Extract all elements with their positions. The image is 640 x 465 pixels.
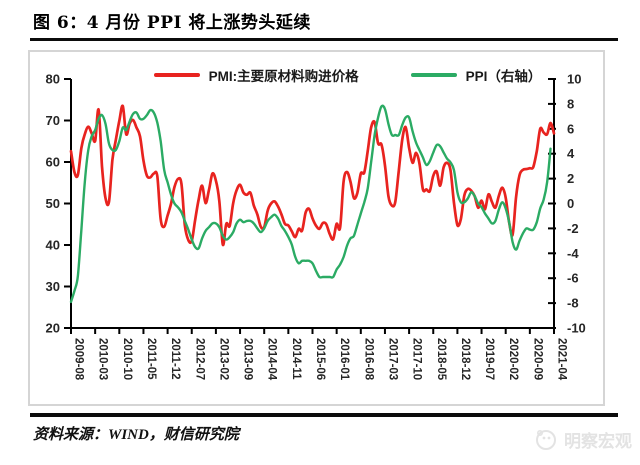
ppi-line — [69, 104, 552, 304]
x-axis-tick-label: 2009-08 — [73, 338, 85, 381]
source-note: 资料来源：WIND，财信研究院 — [33, 427, 239, 443]
x-axis-tick-label: 2013-09 — [242, 338, 254, 380]
x-axis-tick-label: 2016-08 — [362, 338, 374, 381]
left-axis-tick-label: 60 — [46, 155, 60, 170]
watermark-logo-icon — [536, 430, 556, 450]
right-axis-tick-label: 10 — [567, 72, 581, 87]
x-axis-tick-label: 2014-11 — [290, 338, 302, 380]
x-axis-tick-label: 2015-06 — [314, 338, 326, 380]
legend-label-ppi: PPI（右轴） — [465, 69, 542, 84]
left-axis-tick-label: 30 — [46, 279, 60, 294]
legend-item-ppi: PPI（右轴） — [410, 65, 542, 85]
left-axis-tick-label: 80 — [46, 72, 60, 87]
right-axis-tick-label: -8 — [567, 296, 579, 311]
legend-label-pmi: PMI:主要原材料购进价格 — [208, 69, 359, 84]
x-axis-tick-label: 2014-04 — [266, 338, 278, 381]
x-axis-tick-label: 2018-05 — [435, 338, 447, 381]
x-axis-tick-label: 2017-10 — [411, 338, 423, 380]
x-axis-tick-label: 2010-10 — [121, 338, 133, 380]
x-axis-tick-label: 2021-04 — [556, 338, 568, 381]
left-axis-tick-label: 20 — [46, 321, 60, 336]
x-axis-tick-label: 2010-03 — [97, 338, 109, 380]
right-axis-tick-label: -6 — [567, 271, 579, 286]
footer-divider — [30, 413, 618, 417]
pmi-line — [69, 104, 556, 247]
x-axis-tick-label: 2020-09 — [531, 338, 543, 380]
right-axis-tick-label: -2 — [567, 221, 579, 236]
pmi-line-swatch — [153, 73, 200, 77]
x-axis-tick-label: 2020-02 — [507, 338, 519, 380]
left-axis-tick-label: 50 — [46, 196, 60, 211]
right-axis-tick-label: 8 — [567, 96, 574, 111]
x-axis-tick-label: 2013-02 — [217, 338, 229, 380]
watermark: 明察宏观 — [533, 426, 632, 452]
x-axis-tick-label: 2016-01 — [338, 338, 350, 381]
right-axis-tick-label: 6 — [567, 121, 574, 136]
x-axis-tick-label: 2018-12 — [459, 338, 471, 380]
x-axis-tick-label: 2017-03 — [386, 338, 398, 380]
x-axis-tick-label: 2011-05 — [145, 338, 157, 380]
ppi-line-swatch — [410, 73, 457, 77]
right-axis-tick-label: 4 — [567, 146, 575, 161]
watermark-text: 明察宏观 — [564, 431, 632, 451]
x-axis-tick-label: 2012-07 — [193, 338, 205, 380]
x-axis-tick-label: 2019-07 — [483, 338, 495, 380]
right-axis-tick-label: 0 — [567, 196, 574, 211]
figure-title: 图 6：4 月份 PPI 将上涨势头延续 — [33, 13, 311, 33]
right-axis-tick-label: 2 — [567, 171, 574, 186]
chart-panel: PMI:主要原材料购进价格 PPI（右轴） 80 70 60 50 40 30 20 10 8 6… — [28, 50, 605, 406]
chart-legend: PMI:主要原材料购进价格 PPI（右轴） — [92, 65, 603, 85]
right-axis-tick-label: -10 — [567, 321, 586, 336]
x-axis-tick-label: 2011-12 — [169, 338, 181, 380]
left-axis-tick-label: 70 — [46, 113, 60, 128]
title-divider — [30, 38, 618, 41]
right-axis-tick-label: -4 — [567, 246, 579, 261]
left-axis-tick-label: 40 — [46, 238, 60, 253]
legend-item-pmi: PMI:主要原材料购进价格 — [153, 65, 359, 85]
